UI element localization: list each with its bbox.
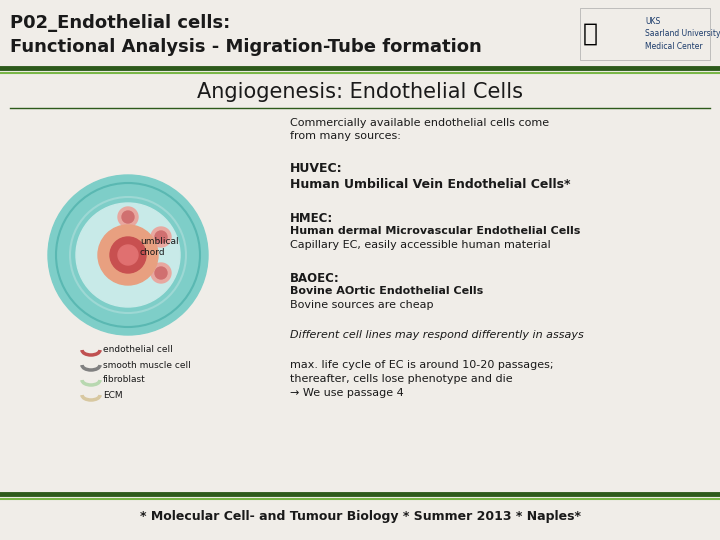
- Text: Capillary EC, easily accessible human material: Capillary EC, easily accessible human ma…: [290, 240, 551, 250]
- Circle shape: [118, 245, 138, 265]
- Text: ECM: ECM: [103, 390, 122, 400]
- Text: fibroblast: fibroblast: [103, 375, 145, 384]
- Text: P02_Endothelial cells:: P02_Endothelial cells:: [10, 14, 230, 32]
- Circle shape: [155, 231, 167, 243]
- Circle shape: [48, 175, 208, 335]
- Text: max. life cycle of EC is around 10-20 passages;
thereafter, cells lose phenotype: max. life cycle of EC is around 10-20 pa…: [290, 360, 554, 398]
- Text: Bovine sources are cheap: Bovine sources are cheap: [290, 300, 433, 310]
- Text: umblical
chord: umblical chord: [140, 237, 179, 257]
- Text: endothelial cell: endothelial cell: [103, 346, 173, 354]
- Text: smooth muscle cell: smooth muscle cell: [103, 361, 191, 369]
- Text: Human Umbilical Vein Endothelial Cells*: Human Umbilical Vein Endothelial Cells*: [290, 178, 570, 191]
- Text: 🦉: 🦉: [582, 22, 598, 46]
- Text: Bovine AOrtic Endothelial Cells: Bovine AOrtic Endothelial Cells: [290, 286, 483, 296]
- Circle shape: [98, 225, 158, 285]
- Circle shape: [122, 211, 134, 223]
- Text: * Molecular Cell- and Tumour Biology * Summer 2013 * Naples*: * Molecular Cell- and Tumour Biology * S…: [140, 510, 580, 523]
- Text: Different cell lines may respond differently in assays: Different cell lines may respond differe…: [290, 330, 584, 340]
- Circle shape: [118, 207, 138, 227]
- Circle shape: [110, 237, 146, 273]
- Circle shape: [151, 263, 171, 283]
- Text: UKS
Saarland University
Medical Center: UKS Saarland University Medical Center: [645, 17, 720, 51]
- Circle shape: [76, 203, 180, 307]
- Text: Functional Analysis - Migration-Tube formation: Functional Analysis - Migration-Tube for…: [10, 38, 482, 56]
- Text: HMEC:: HMEC:: [290, 212, 333, 225]
- Text: Commercially available endothelial cells come
from many sources:: Commercially available endothelial cells…: [290, 118, 549, 141]
- FancyBboxPatch shape: [580, 8, 710, 60]
- Text: HUVEC:: HUVEC:: [290, 162, 343, 175]
- Circle shape: [155, 267, 167, 279]
- Text: Angiogenesis: Endothelial Cells: Angiogenesis: Endothelial Cells: [197, 82, 523, 102]
- Circle shape: [151, 227, 171, 247]
- Text: Human dermal Microvascular Endothelial Cells: Human dermal Microvascular Endothelial C…: [290, 226, 580, 236]
- Text: BAOEC:: BAOEC:: [290, 272, 340, 285]
